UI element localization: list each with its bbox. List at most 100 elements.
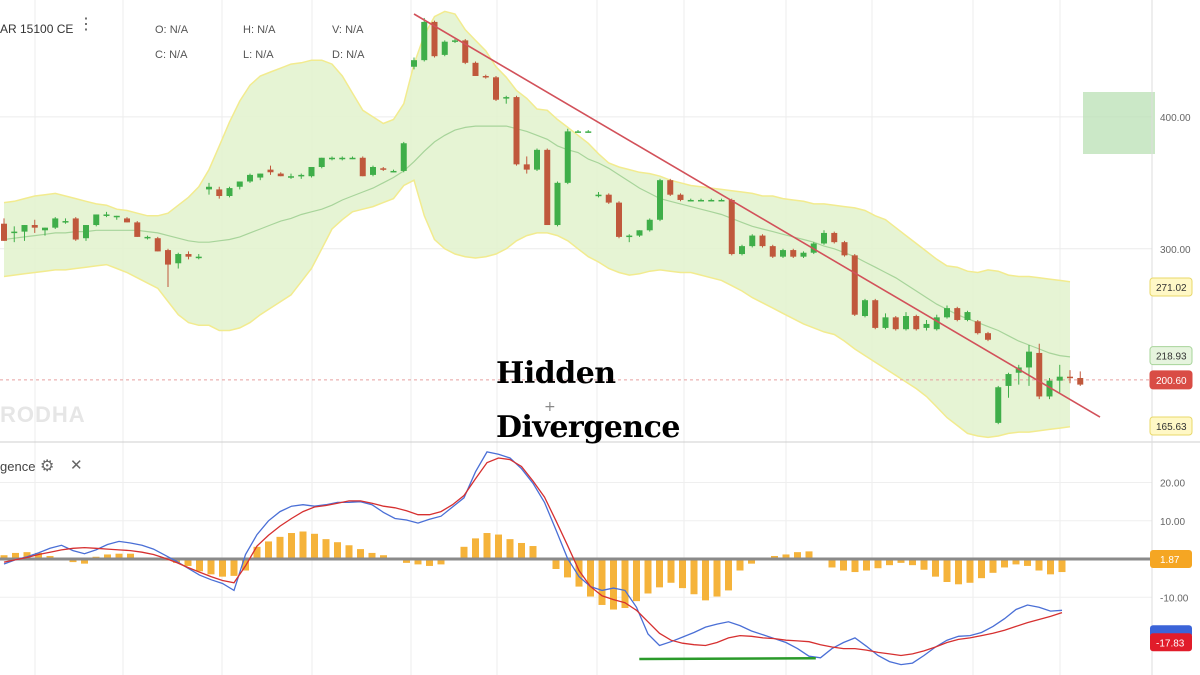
vertical-dots-icon[interactable]: ⋮ [78,16,94,33]
ohlc-close: C: N/A [155,49,188,61]
candle-bear [523,164,530,170]
candle-bear [892,317,899,330]
candle-bull [718,199,725,202]
y-tick-label: 10.00 [1160,517,1185,528]
histogram-bar [943,559,951,582]
candle-bear [267,169,274,173]
upper-band-tag [1149,277,1193,297]
candle-bear [1,223,7,241]
candle-bull [595,194,602,197]
histogram-bar [771,555,778,560]
candle-bull [452,40,458,42]
gear-icon[interactable]: ⚙ [40,458,55,475]
candle-bull [144,236,151,239]
candle-bull [657,180,663,220]
histogram-bar [380,555,387,560]
histogram-bar [955,559,962,585]
candle-bull [964,312,971,320]
candle-bull [93,214,100,226]
candle-bull [175,254,182,264]
histogram-bar [426,559,433,566]
histogram-bar [725,559,732,591]
candle-bull [1005,374,1012,386]
histogram-bar [23,552,31,560]
candle-bull [749,235,756,247]
close-icon[interactable]: ✕ [70,457,83,474]
indicator-name: gence [0,459,36,474]
signal-tag-label: -17.83 [1156,638,1185,649]
trendline [413,13,1101,418]
candle-bull [575,131,581,133]
histogram-bar [667,559,675,583]
candle-bear [831,232,838,243]
histogram-bar [610,559,617,610]
candle-bear [513,97,520,165]
histogram-bar [794,552,801,560]
histogram-bar [932,559,939,577]
histogram-bar [828,559,836,568]
candle-bull [247,174,253,182]
histogram-bar [127,553,134,560]
upper-band-line [3,10,1071,283]
candlestick-series [1,17,1084,425]
candle-bull [903,316,909,330]
signal-tag [1150,633,1192,652]
ohlc-open: O: N/A [155,24,189,36]
candle-bull [257,173,264,178]
histogram-bar [506,539,514,560]
candle-bear [1077,378,1084,385]
candle-bull [862,300,868,317]
histogram-bar [1001,559,1008,568]
candle-bear [1036,352,1043,397]
upper-band-tag-label: 271.02 [1156,283,1187,294]
lower-band-line [3,179,1071,439]
candle-bear [667,180,674,195]
candle-bull [308,166,315,177]
histogram-tag-label: 1.87 [1160,555,1180,566]
candle-bear [759,235,766,247]
candle-bull [780,250,786,257]
candle-bull [195,256,202,259]
candle-bull [687,199,694,202]
histogram-bar [460,546,468,560]
histogram-bar [0,555,8,560]
candle-bear [872,300,879,328]
candle-bull [21,225,28,232]
candle-bear [985,333,991,340]
candle-bear [790,250,797,257]
histogram-bar [81,559,88,564]
histogram-bar [679,559,686,589]
annotation-divergence: Divergence [496,410,680,445]
candle-bull [698,199,704,202]
histogram-bar [1012,559,1020,565]
candle-bear [913,316,920,330]
candle-bull [821,232,827,244]
histogram-bar [230,559,238,576]
candle-bull [236,181,243,187]
candle-bear [1067,376,1073,379]
lower-band-tag [1149,416,1193,436]
price-axis: 400.00 300.00 20.00 10.00 -10.00 271.02 218.93… [544,0,1193,675]
histogram-bar [621,559,629,609]
candle-bear [216,189,223,197]
candle-bull [298,174,305,177]
candle-bear [124,218,130,223]
candle-bull [62,221,69,223]
candle-bull [318,157,325,167]
histogram-bar [748,559,755,564]
candle-bull [206,186,212,190]
histogram-bar [598,559,606,605]
histogram-bar [207,559,215,575]
candle-bull [800,252,807,257]
candle-bull [329,157,335,160]
candle-bear [493,77,499,100]
middle-band-tag [1149,346,1193,366]
histogram-bar [656,559,663,588]
trendline-layer [413,13,1101,418]
candle-bull [11,231,18,234]
candle-bear [482,75,489,78]
candle-bear [769,246,776,257]
histogram-bar [115,553,123,560]
last-price-tag [1149,370,1193,390]
